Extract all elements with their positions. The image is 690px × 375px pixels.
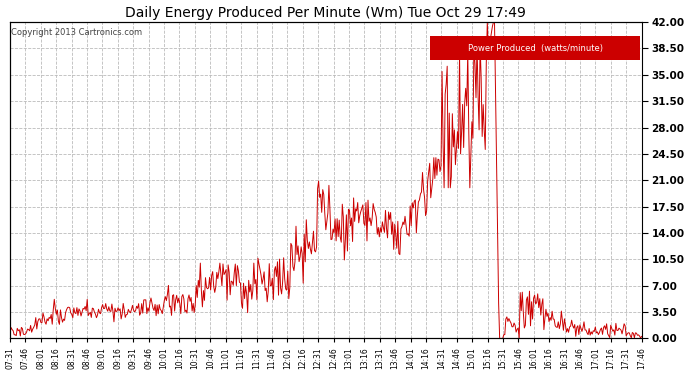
Text: Power Produced  (watts/minute): Power Produced (watts/minute) [468,44,602,53]
Text: Copyright 2013 Cartronics.com: Copyright 2013 Cartronics.com [11,28,142,38]
FancyBboxPatch shape [430,36,640,60]
Title: Daily Energy Produced Per Minute (Wm) Tue Oct 29 17:49: Daily Energy Produced Per Minute (Wm) Tu… [126,6,526,20]
